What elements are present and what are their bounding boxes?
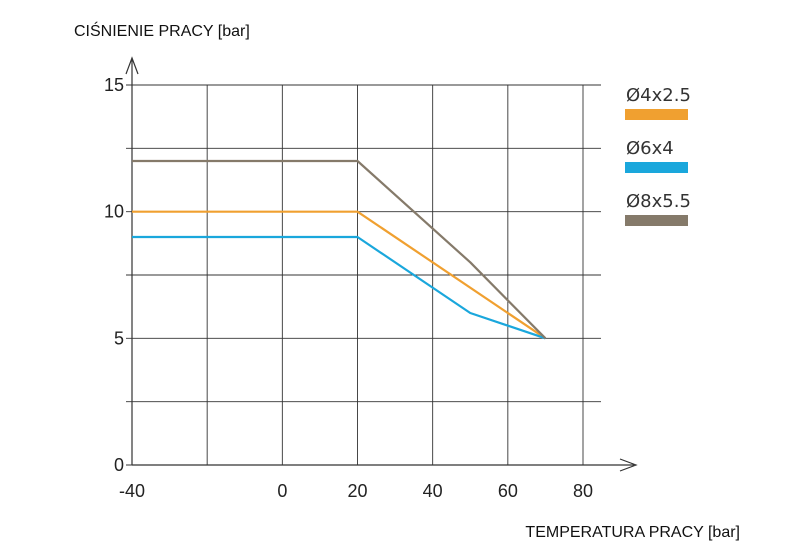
x-tick-labels: -40 0 20 40 60 80 <box>119 481 593 501</box>
legend-swatch <box>625 215 688 226</box>
legend-swatch <box>625 162 688 173</box>
y-tick-label: 10 <box>104 202 124 222</box>
y-axis-title: CIŚNIENIE PRACY [bar] <box>74 21 250 40</box>
axes <box>125 56 638 472</box>
legend-swatch <box>625 109 688 120</box>
y-tick-labels: 0 5 10 15 <box>104 75 124 475</box>
grid <box>126 84 601 466</box>
legend-label: Ø4x2.5 <box>626 85 691 106</box>
x-tick-label: 60 <box>498 481 518 501</box>
legend: Ø4x2.5 Ø6x4 Ø8x5.5 <box>625 85 691 226</box>
x-tick-label: 40 <box>423 481 443 501</box>
y-tick-label: 15 <box>104 75 124 95</box>
y-tick-label: 5 <box>114 328 124 348</box>
x-axis-arrow <box>619 458 638 472</box>
x-tick-label: -40 <box>119 481 145 501</box>
legend-label: Ø8x5.5 <box>626 191 691 212</box>
legend-label: Ø6x4 <box>626 138 674 159</box>
x-axis-title: TEMPERATURA PRACY [bar] <box>525 524 740 541</box>
y-tick-label: 0 <box>114 455 124 475</box>
series-lines <box>132 159 547 340</box>
y-axis-arrow <box>125 56 139 75</box>
x-tick-label: 80 <box>573 481 593 501</box>
x-tick-label: 0 <box>277 481 287 501</box>
series-line-1 <box>132 210 547 340</box>
x-tick-label: 20 <box>347 481 367 501</box>
series-line-2 <box>132 235 546 340</box>
series-line-3 <box>132 159 547 340</box>
